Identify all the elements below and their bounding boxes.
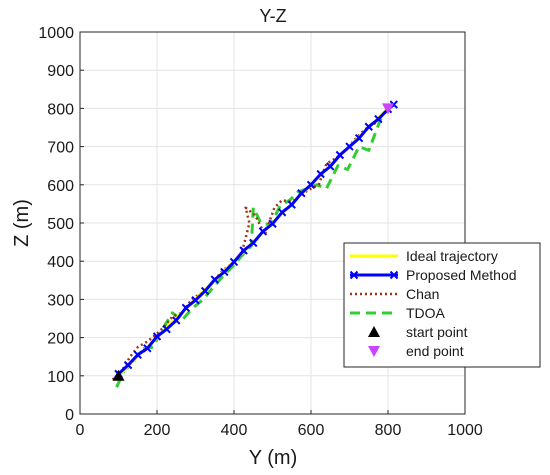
x-tick-label: 1000 xyxy=(447,422,483,439)
chart-title: Y-Z xyxy=(259,6,286,26)
axis-ticks: 0 200 400 600 800 1000 0 100 200 300 400 500 600 700 8… xyxy=(38,25,482,439)
legend-label-ideal-trajectory: Ideal trajectory xyxy=(406,248,498,264)
proposed-method-point xyxy=(374,114,383,124)
x-tick-label: 800 xyxy=(375,422,402,439)
proposed-method-point xyxy=(297,188,306,198)
start-point-marker xyxy=(112,369,125,381)
y-tick-label: 700 xyxy=(47,140,74,157)
series-layer xyxy=(111,100,398,388)
y-tick-label: 800 xyxy=(47,101,74,118)
legend-swatch-x-marker xyxy=(349,270,359,280)
proposed-method-point xyxy=(316,169,325,179)
proposed-method-point xyxy=(239,246,248,255)
y-tick-label: 900 xyxy=(47,63,74,80)
y-tick-label: 500 xyxy=(47,216,74,233)
proposed-method-point xyxy=(277,208,287,217)
proposed-method-point xyxy=(172,316,181,325)
proposed-method-point xyxy=(191,295,200,305)
proposed-method-point xyxy=(210,275,219,284)
y-tick-label: 300 xyxy=(47,292,74,309)
legend-label-start-point: start point xyxy=(406,324,468,340)
proposed-method-point xyxy=(345,142,354,151)
proposed-method-point xyxy=(220,267,229,277)
y-tick-label: 100 xyxy=(47,369,74,386)
legend-label-tdoa: TDOA xyxy=(406,305,446,321)
proposed-method-point xyxy=(123,360,133,370)
legend-label-proposed-method: Proposed Method xyxy=(406,267,517,283)
y-tick-label: 1000 xyxy=(38,25,74,42)
proposed-method-point xyxy=(268,219,277,228)
proposed-method-point xyxy=(143,344,152,353)
proposed-method-point xyxy=(162,324,171,334)
x-tick-label: 400 xyxy=(221,422,248,439)
y-tick-label: 0 xyxy=(65,407,74,424)
legend-label-chan: Chan xyxy=(406,286,439,302)
x-tick-label: 200 xyxy=(144,422,171,439)
legend-swatch-start-point xyxy=(368,326,380,337)
proposed-method-point xyxy=(364,122,373,131)
proposed-method-point xyxy=(354,133,364,143)
end-point-marker xyxy=(382,103,394,115)
proposed-method-point xyxy=(335,150,345,160)
proposed-method-point xyxy=(181,303,191,313)
y-tick-label: 600 xyxy=(47,178,74,195)
proposed-method-point xyxy=(258,227,268,236)
legend: Ideal trajectory Proposed Method Chan TDOA s… xyxy=(343,242,541,368)
y-tick-label: 200 xyxy=(47,331,74,348)
proposed-method-point xyxy=(326,162,335,171)
legend-swatch-x-marker xyxy=(389,270,399,280)
x-tick-label: 0 xyxy=(76,422,85,439)
proposed-method-point xyxy=(287,200,296,209)
proposed-method-point xyxy=(249,238,258,248)
proposed-method-point xyxy=(306,180,316,190)
proposed-method-point xyxy=(200,286,210,296)
proposed-method-point xyxy=(133,350,142,359)
legend-swatch-end-point xyxy=(368,346,380,357)
proposed-method-point xyxy=(229,257,239,267)
y-axis-label: Z (m) xyxy=(11,199,33,247)
x-axis-label: Y (m) xyxy=(249,447,298,469)
plot-frame xyxy=(79,31,466,415)
x-tick-label: 600 xyxy=(298,422,325,439)
proposed-method-point xyxy=(152,332,162,341)
y-tick-label: 400 xyxy=(47,254,74,271)
legend-label-end-point: end point xyxy=(406,343,464,359)
